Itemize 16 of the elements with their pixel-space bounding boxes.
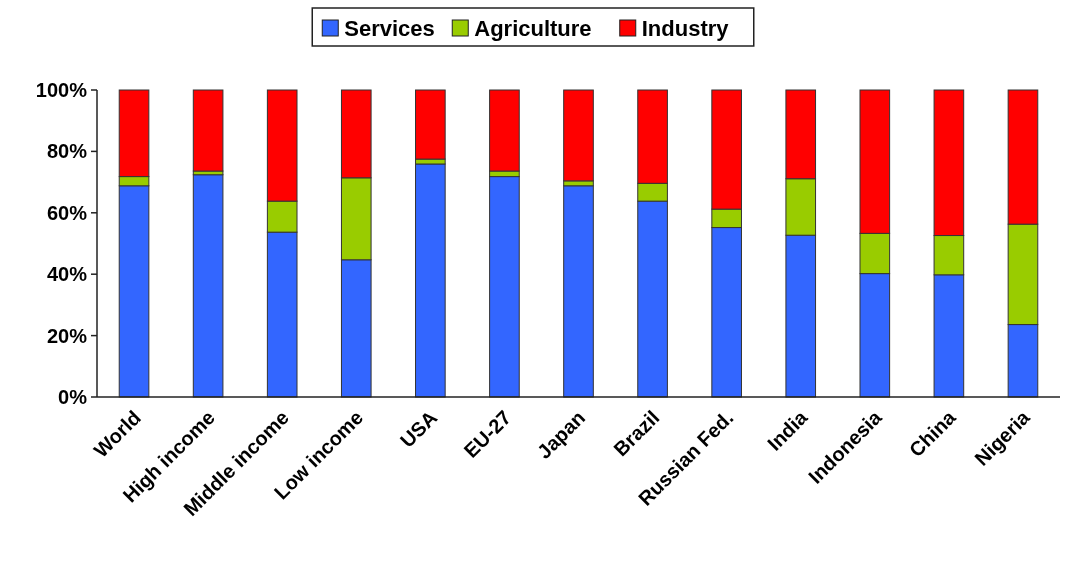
y-tick-label: 60% (46, 201, 88, 224)
y-tick-label: 40% (46, 263, 88, 286)
x-tick-label: USA (395, 406, 442, 452)
y-tick-label: 0% (58, 386, 88, 408)
y-tick-label: 20% (46, 324, 88, 347)
y-tick-label: 100% (35, 79, 88, 101)
bar (192, 174, 224, 398)
legend-label: Services (344, 15, 435, 41)
legend-label: Agriculture (474, 15, 592, 41)
bar (563, 185, 594, 398)
bar (489, 176, 520, 398)
y-tick-label: 80% (46, 140, 88, 163)
legend-label: Industry (641, 15, 730, 41)
bar (415, 163, 446, 398)
bar (563, 89, 594, 182)
bar (192, 89, 224, 172)
